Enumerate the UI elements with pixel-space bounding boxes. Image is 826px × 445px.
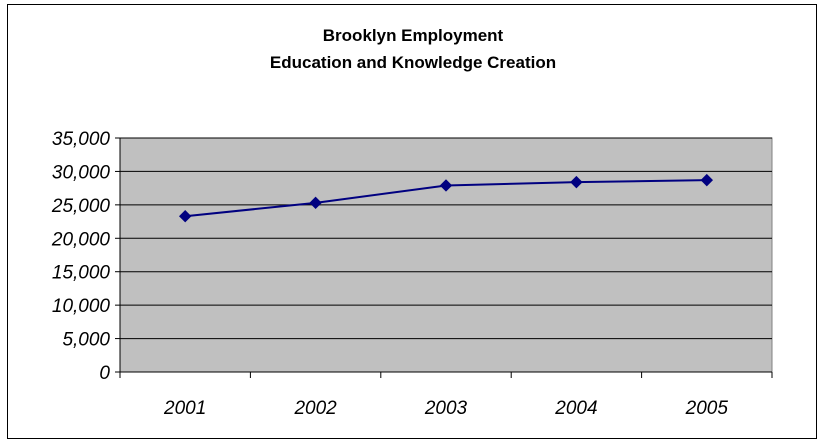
y-tick-label: 5,000 [62,330,110,351]
x-tick-label: 2003 [424,398,468,419]
x-tick-label: 2004 [554,398,597,419]
data-point-marker [700,173,714,187]
x-tick-label: 2005 [685,398,729,419]
data-point-marker [309,196,322,210]
chart-title: Brooklyn Employment [322,26,504,45]
x-tick-label: 2002 [293,398,337,419]
y-tick-label: 30,000 [52,162,111,183]
plot-area [119,137,773,373]
y-tick-label: 25,000 [51,196,111,217]
x-tick-label: 2001 [163,398,206,419]
data-point-marker [439,179,453,192]
y-tick-label: 15,000 [52,263,111,284]
y-tick-label: 20,000 [51,229,111,250]
y-tick-label: 10,000 [52,296,111,317]
y-tick-label: 35,000 [52,129,111,150]
y-tick-label: 0 [99,363,110,384]
data-point-marker [178,210,192,223]
data-point-marker [570,175,583,189]
chart-subtitle: Education and Knowledge Creation [269,53,557,72]
